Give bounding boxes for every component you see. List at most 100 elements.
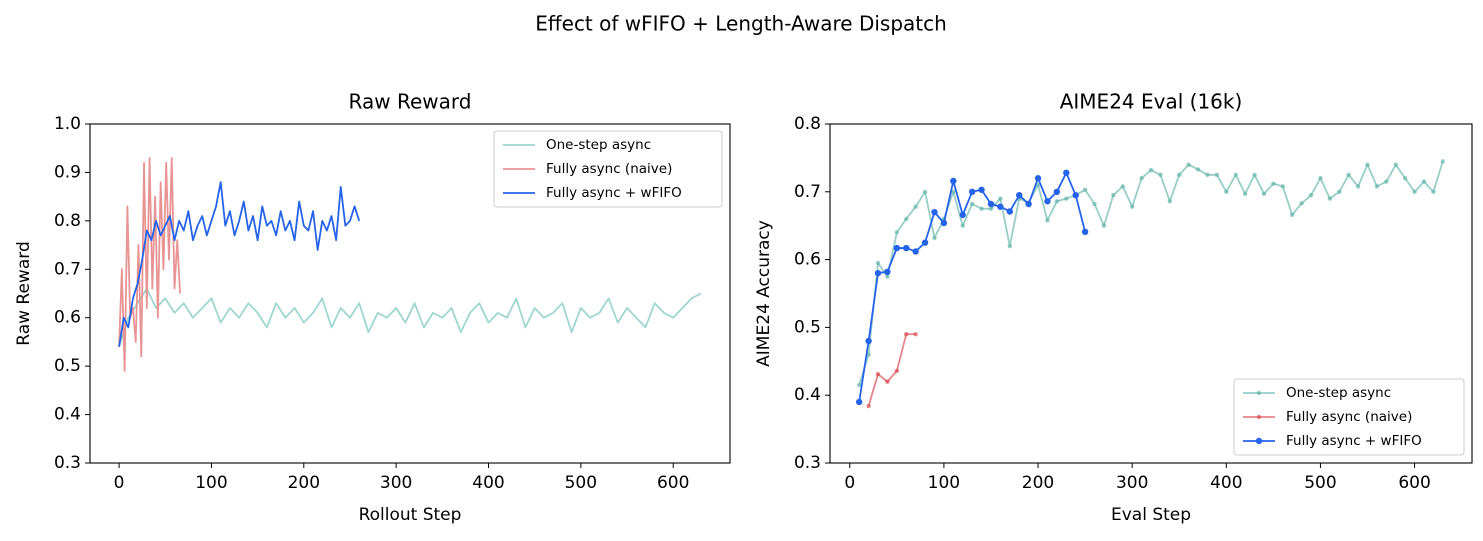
legend-label: Fully async + wFIFO [546, 185, 682, 201]
y-tick-label: 0.3 [54, 453, 81, 473]
x-tick-label: 100 [928, 473, 960, 493]
data-point [913, 204, 918, 209]
axes-title: Raw Reward [349, 90, 472, 114]
x-axis-label: Eval Step [1111, 505, 1191, 525]
data-point [893, 244, 901, 252]
axes-title: AIME24 Eval (16k) [1060, 90, 1243, 114]
y-tick-label: 0.3 [794, 453, 821, 473]
x-tick-label: 500 [1304, 473, 1336, 493]
data-point [1308, 192, 1314, 198]
data-point [1034, 175, 1042, 182]
x-tick-label: 400 [1210, 473, 1242, 493]
legend-marker [1256, 414, 1262, 420]
data-point [1016, 191, 1023, 199]
data-point [1290, 212, 1295, 218]
figure-title: Effect of wFIFO + Length-Aware Dispatch [535, 12, 947, 36]
data-point [921, 239, 929, 246]
data-point [1205, 172, 1210, 178]
data-point [1177, 172, 1182, 178]
legend-marker [1256, 390, 1262, 396]
data-point [997, 203, 1004, 210]
data-point [1120, 184, 1125, 189]
data-point [1025, 200, 1032, 208]
data-point [1440, 159, 1446, 164]
data-point [960, 223, 965, 228]
data-point [1148, 167, 1154, 173]
data-point [1035, 182, 1041, 188]
data-point [931, 208, 938, 216]
data-point [1111, 192, 1116, 198]
series-line [858, 161, 1444, 386]
data-point [1064, 196, 1069, 201]
data-point [1139, 176, 1144, 181]
x-tick-label: 200 [1022, 473, 1054, 493]
data-point [1158, 172, 1163, 178]
y-tick-label: 0.8 [794, 114, 821, 134]
data-point [987, 200, 995, 208]
y-axis-label: AIME24 Accuracy [754, 220, 774, 367]
y-tick-label: 0.9 [54, 162, 81, 182]
data-point [968, 188, 976, 195]
y-tick-label: 1.0 [54, 114, 81, 134]
data-point [1365, 162, 1370, 167]
data-point [950, 177, 957, 185]
data-point [903, 244, 910, 252]
x-tick-label: 300 [1116, 473, 1148, 493]
y-tick-label: 0.4 [54, 405, 81, 425]
series-line [118, 287, 702, 348]
data-point [874, 269, 882, 277]
y-tick-label: 0.6 [794, 250, 821, 270]
y-tick-label: 0.7 [794, 182, 821, 202]
data-point [912, 248, 919, 255]
x-tick-label: 500 [565, 473, 597, 493]
series-line [858, 171, 1086, 403]
data-point [1412, 189, 1417, 194]
data-point [1271, 181, 1276, 186]
data-point [1063, 169, 1070, 177]
data-point [1384, 179, 1389, 184]
data-point [875, 371, 881, 377]
data-point [1431, 189, 1436, 194]
x-axis-label: Rollout Step [359, 505, 462, 525]
data-point [1129, 204, 1135, 209]
data-point [1045, 218, 1050, 223]
data-point [1374, 184, 1380, 189]
data-point [1393, 162, 1398, 167]
data-point [1337, 189, 1342, 194]
data-point [1355, 184, 1361, 189]
data-point [1186, 162, 1191, 167]
y-tick-label: 0.8 [54, 211, 81, 231]
data-point [1007, 243, 1012, 249]
data-point [855, 398, 863, 406]
data-point [1167, 199, 1173, 204]
legend-label: One-step async [546, 137, 651, 153]
data-point [932, 235, 937, 241]
data-point [1101, 223, 1107, 228]
data-point [1261, 191, 1267, 197]
data-point [988, 206, 994, 211]
data-point [1082, 187, 1088, 192]
data-point [913, 331, 918, 337]
data-point [1195, 167, 1201, 172]
data-point [875, 260, 881, 266]
data-point [1053, 188, 1061, 195]
data-point [904, 216, 909, 222]
data-point [1280, 184, 1285, 189]
data-point [1214, 172, 1220, 178]
data-point [1006, 208, 1013, 215]
data-point [1092, 201, 1097, 207]
axes-frame [89, 123, 731, 464]
data-point [1327, 196, 1333, 201]
data-point [1054, 199, 1060, 204]
y-tick-label: 0.7 [54, 259, 81, 279]
y-tick-label: 0.5 [54, 356, 81, 376]
data-point [922, 189, 928, 194]
data-point [979, 206, 984, 211]
x-tick-label: 100 [195, 473, 227, 493]
data-point [1318, 176, 1323, 181]
x-tick-label: 600 [657, 473, 689, 493]
legend-box [493, 130, 723, 208]
x-tick-label: 300 [380, 473, 412, 493]
series-line [118, 181, 361, 347]
data-point [1072, 191, 1079, 199]
